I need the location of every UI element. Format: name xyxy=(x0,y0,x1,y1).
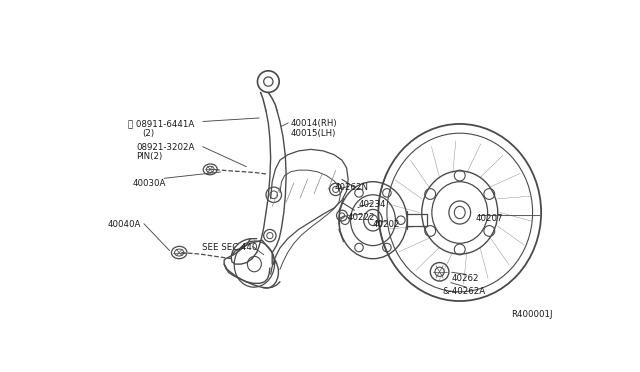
Text: 40015(LH): 40015(LH) xyxy=(291,129,336,138)
Text: 40262: 40262 xyxy=(452,274,479,283)
Text: 08921-3202A: 08921-3202A xyxy=(136,143,195,152)
Text: 40202: 40202 xyxy=(373,220,401,229)
Text: 40040A: 40040A xyxy=(107,220,141,229)
Text: R400001J: R400001J xyxy=(511,310,552,319)
Text: 40030A: 40030A xyxy=(132,179,166,187)
Text: 40234: 40234 xyxy=(359,200,387,209)
Text: 40262N: 40262N xyxy=(334,183,368,192)
Text: 40222: 40222 xyxy=(348,212,375,221)
Text: SEE SEC.440: SEE SEC.440 xyxy=(202,243,258,252)
Text: (2): (2) xyxy=(142,129,154,138)
Text: Ⓝ 08911-6441A: Ⓝ 08911-6441A xyxy=(128,119,195,128)
Text: &-40262A: &-40262A xyxy=(443,287,486,296)
Text: PIN(2): PIN(2) xyxy=(136,153,163,161)
Text: 40014(RH): 40014(RH) xyxy=(291,119,337,128)
Text: 40207: 40207 xyxy=(476,214,503,223)
